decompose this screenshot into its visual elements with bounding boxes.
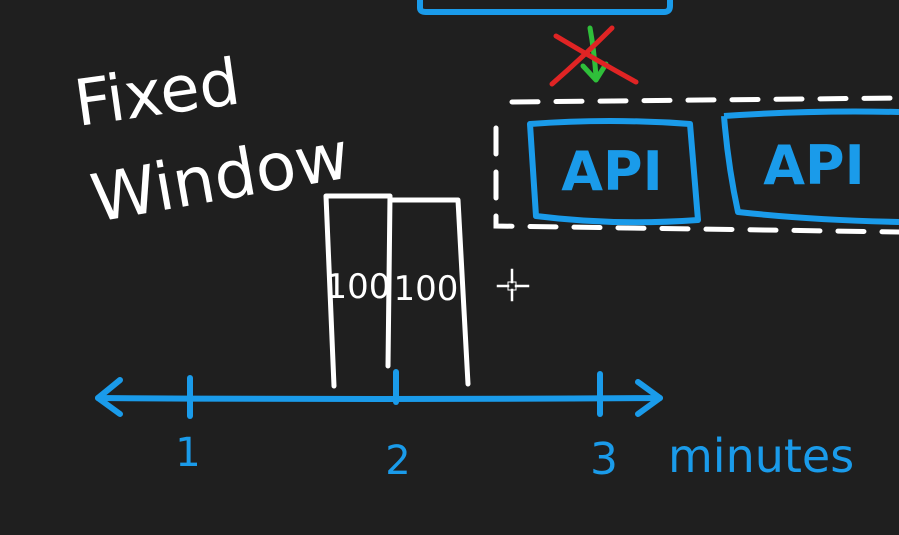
time-axis [95, 369, 663, 419]
page-title: Fixed Window [70, 45, 355, 237]
window-bar-1-label: 100 [326, 267, 391, 307]
window-bar-2: 100 [387, 197, 471, 387]
axis-unit-label: minutes [668, 429, 854, 483]
axis-right-arrow-icon [635, 379, 663, 417]
api-server-1-label: API [561, 140, 662, 203]
axis-left-arrow-icon [95, 377, 123, 417]
axis-label-3: 3 [590, 434, 618, 485]
axis-label-1: 1 [175, 430, 200, 476]
api-server-2[interactable]: API [721, 108, 899, 225]
axis-label-2: 2 [385, 438, 410, 484]
window-bar-1: 100 [323, 193, 393, 389]
window-bar-2-label: 100 [394, 269, 459, 309]
server-group-dashed-border [493, 95, 899, 235]
title-line-1: Fixed [70, 45, 245, 141]
red-x-icon [549, 25, 639, 87]
green-arrow-icon [580, 25, 609, 83]
api-server-1[interactable]: API [527, 118, 701, 226]
api-server-2-label: API [763, 134, 864, 197]
top-request-box [417, 0, 673, 15]
crosshair-move-icon [496, 268, 530, 302]
